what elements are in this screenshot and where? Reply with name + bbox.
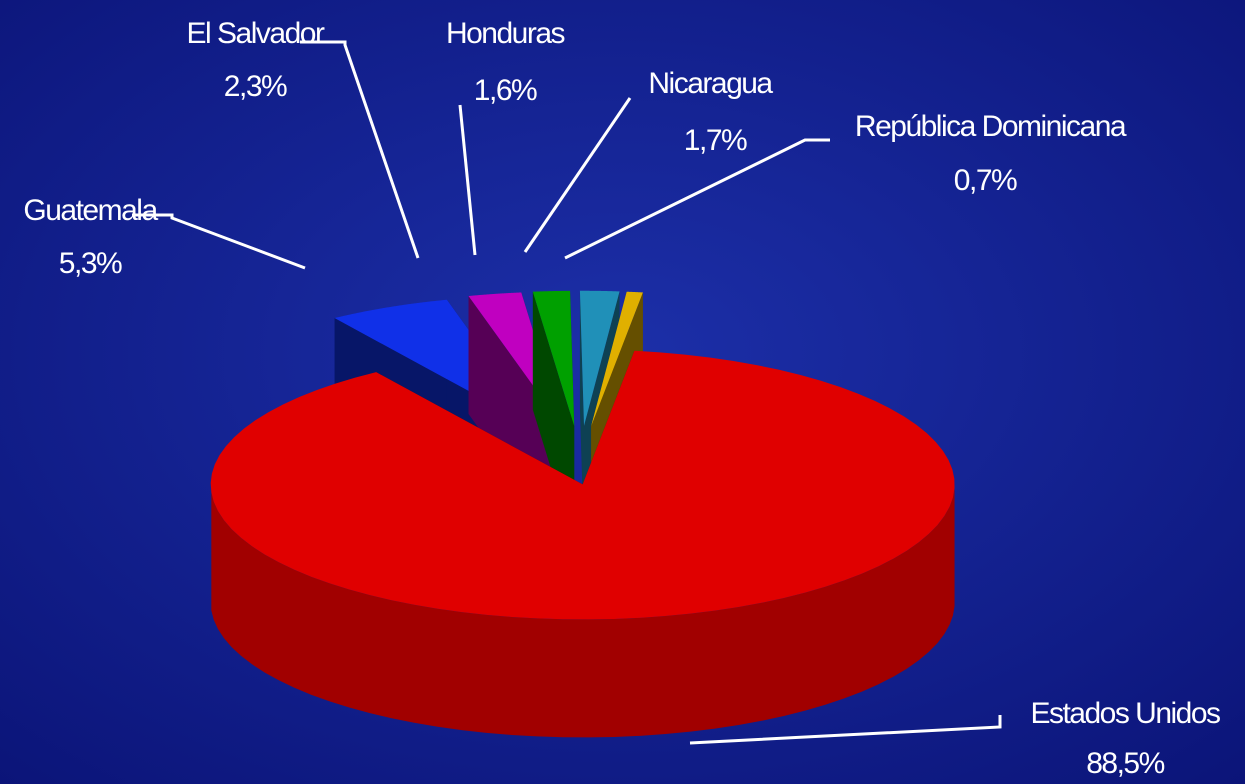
slice-label: Estados Unidos <box>1030 697 1220 730</box>
slice-label: República Dominicana <box>855 110 1127 143</box>
leader-line <box>132 213 306 270</box>
leader-line <box>523 97 632 253</box>
slice-top <box>532 290 575 426</box>
leader-line <box>300 40 420 259</box>
pie-slice <box>210 350 955 738</box>
slice-top <box>591 291 643 427</box>
labels: Estados Unidos 88,5% Guatemala 5,3% El Salva… <box>23 17 1221 780</box>
slice-top <box>579 290 620 426</box>
slice-value-label: 5,3% <box>59 247 122 280</box>
pie <box>210 290 955 738</box>
slice-label: Nicaragua <box>648 67 773 100</box>
slice-label: Honduras <box>446 17 565 50</box>
slice-top <box>210 350 955 620</box>
slice-wall <box>211 488 955 738</box>
slice-value-label: 2,3% <box>224 70 287 103</box>
slice-label: El Salvador <box>187 17 325 50</box>
slice-value-label: 88,5% <box>1086 747 1164 780</box>
leader-line <box>458 104 477 256</box>
slice-value-label: 0,7% <box>954 164 1017 197</box>
slice-value-label: 1,7% <box>684 124 747 157</box>
slice-cut-face <box>579 290 585 544</box>
slice-label: Guatemala <box>23 194 158 227</box>
slice-value-label: 1,6% <box>474 74 537 107</box>
leader-line <box>564 138 830 260</box>
leader-line <box>689 715 1002 745</box>
